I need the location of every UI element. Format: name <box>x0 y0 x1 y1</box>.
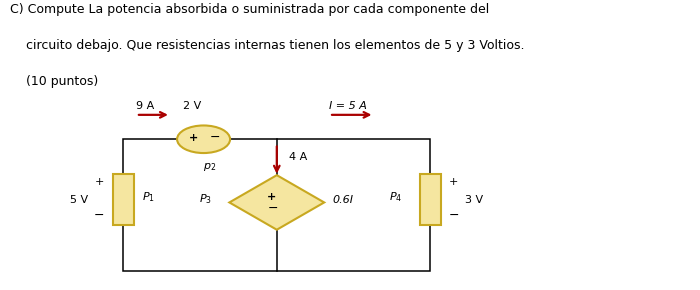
Text: +: + <box>188 133 197 142</box>
Text: $P_4$: $P_4$ <box>389 190 402 204</box>
Text: circuito debajo. Que resistencias internas tienen los elementos de 5 y 3 Voltios: circuito debajo. Que resistencias intern… <box>10 39 524 52</box>
Polygon shape <box>230 175 324 230</box>
Text: 5 V: 5 V <box>71 195 88 204</box>
Text: 3 V: 3 V <box>465 195 483 204</box>
Text: 2 V: 2 V <box>183 101 201 110</box>
Text: −: − <box>449 209 459 222</box>
Text: $P_1$: $P_1$ <box>142 190 155 204</box>
Text: $p_2$: $p_2$ <box>202 161 216 173</box>
Text: 0.6I: 0.6I <box>332 195 354 204</box>
Text: −: − <box>94 209 104 222</box>
Text: +: + <box>267 192 276 202</box>
Text: −: − <box>209 131 220 144</box>
Text: $P_3$: $P_3$ <box>199 193 212 206</box>
Text: C) Compute La potencia absorbida o suministrada por cada componente del: C) Compute La potencia absorbida o sumin… <box>10 3 489 16</box>
Text: 4 A: 4 A <box>289 152 307 162</box>
Bar <box>113 175 134 225</box>
Text: +: + <box>449 177 458 187</box>
Text: 9 A: 9 A <box>136 101 154 110</box>
Text: −: − <box>268 202 279 215</box>
Bar <box>420 175 440 225</box>
Text: (10 puntos): (10 puntos) <box>10 75 98 88</box>
Text: I = 5 A: I = 5 A <box>329 101 367 110</box>
Ellipse shape <box>177 126 230 153</box>
Text: +: + <box>95 177 104 187</box>
